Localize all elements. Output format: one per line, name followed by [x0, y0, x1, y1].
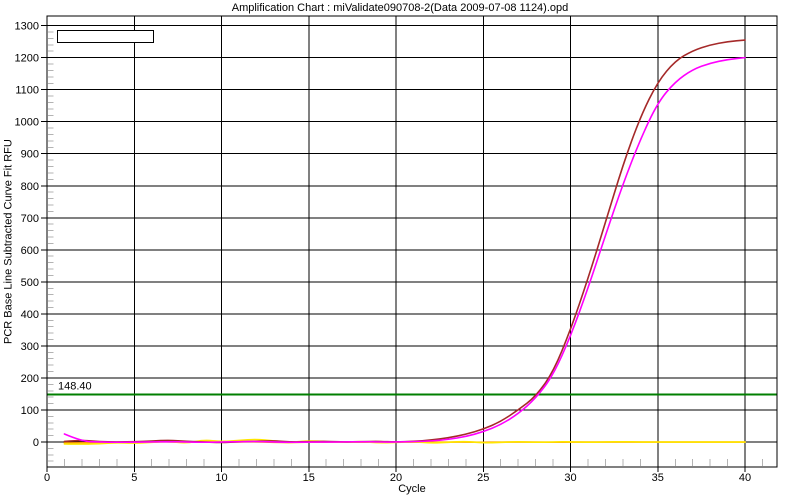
x-tick-label: 30 — [564, 472, 576, 484]
x-tick-label: 0 — [44, 472, 50, 484]
y-tick-label: 1000 — [15, 117, 39, 129]
y-tick-label: 600 — [21, 245, 39, 257]
y-tick-label: 0 — [33, 437, 39, 449]
x-tick-label: 10 — [215, 472, 227, 484]
x-tick-label: 5 — [131, 472, 137, 484]
x-axis-title: Cycle — [398, 483, 426, 495]
x-tick-label: 40 — [739, 472, 751, 484]
y-tick-label: 200 — [21, 373, 39, 385]
y-tick-label: 100 — [21, 405, 39, 417]
y-tick-label: 500 — [21, 277, 39, 289]
y-tick-label: 800 — [21, 181, 39, 193]
trace-amplifying-well-magenta[interactable] — [63, 56, 746, 444]
x-tick-label: 15 — [303, 472, 315, 484]
y-tick-label: 1100 — [15, 85, 39, 97]
x-tick-label: 25 — [477, 472, 489, 484]
plot-frame — [46, 15, 778, 468]
x-tick-label: 20 — [390, 472, 402, 484]
y-tick-label: 300 — [21, 341, 39, 353]
y-tick-label: 700 — [21, 213, 39, 225]
y-tick-label: 1300 — [15, 21, 39, 33]
x-tick-label: 35 — [652, 472, 664, 484]
legend-box[interactable] — [57, 30, 154, 43]
y-tick-label: 400 — [21, 309, 39, 321]
plot-area[interactable] — [47, 16, 777, 467]
y-tick-label: 1200 — [15, 53, 39, 65]
chart-title: Amplification Chart : miValidate090708-2… — [231, 2, 569, 14]
threshold-label: 148.40 — [58, 380, 92, 392]
y-tick-label: 900 — [21, 149, 39, 161]
